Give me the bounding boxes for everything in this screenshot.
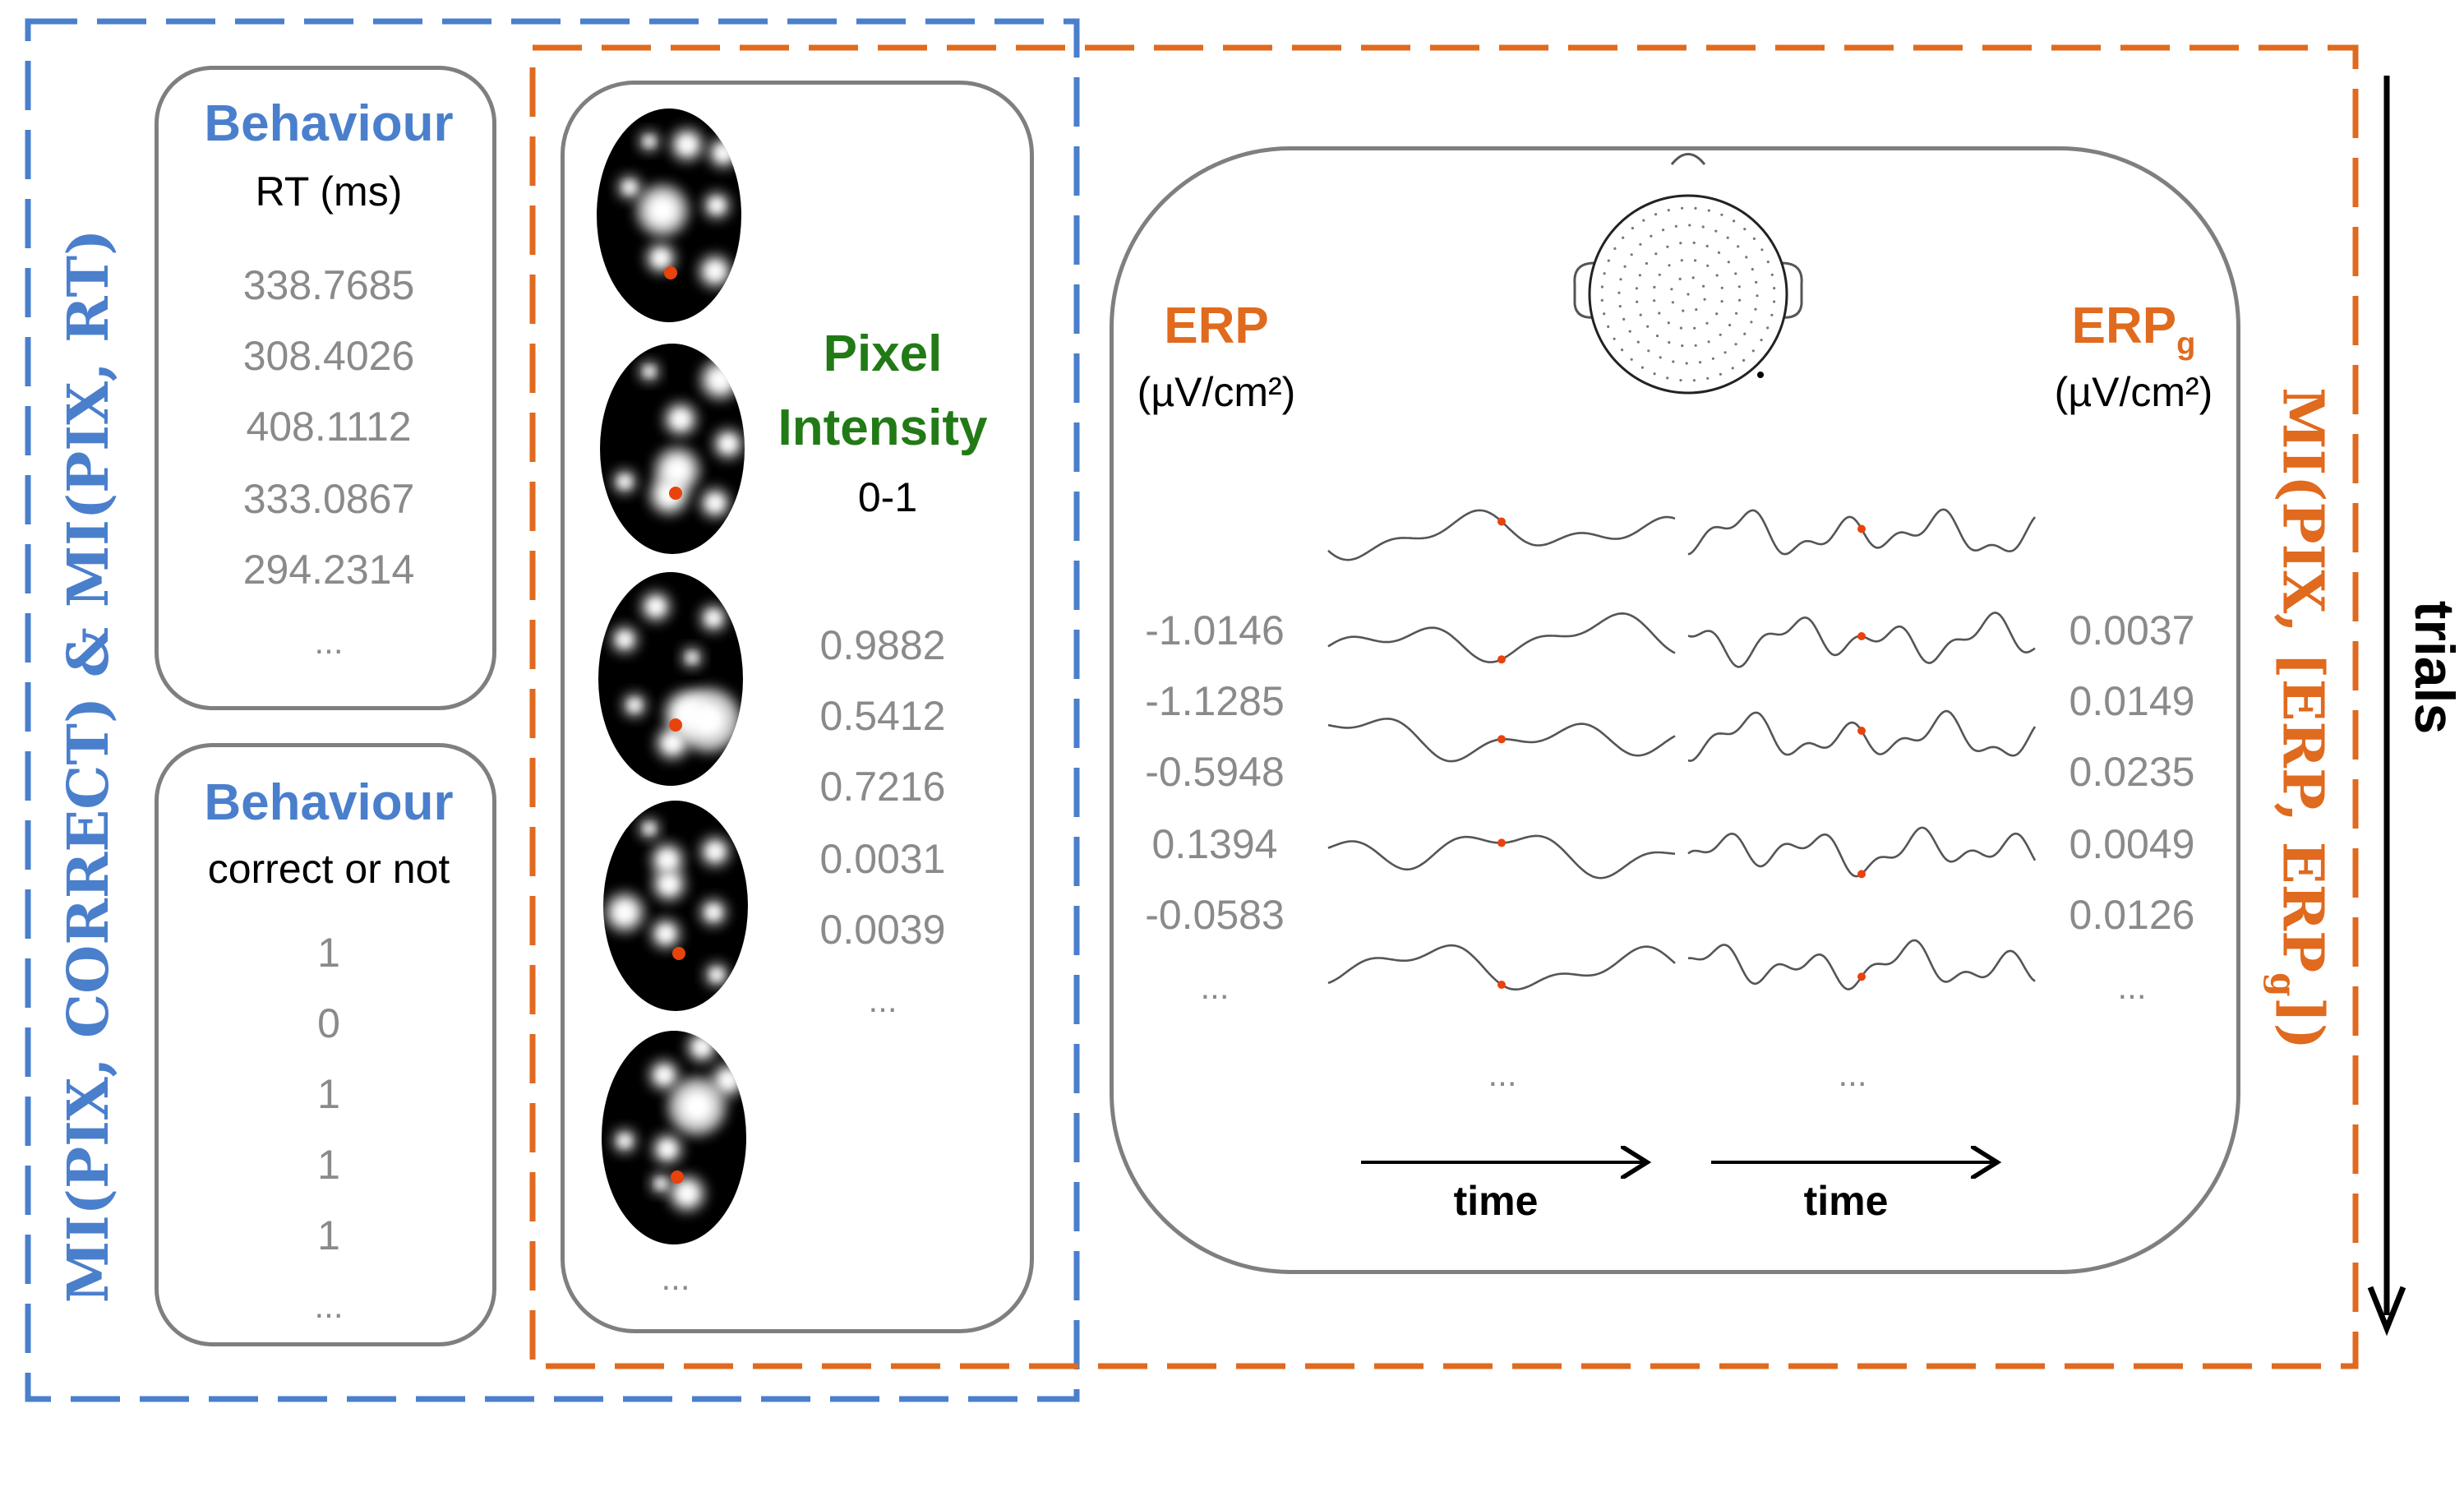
erp-value: -0.0583 xyxy=(1145,892,1285,938)
erp-waveform xyxy=(1687,709,2037,763)
erp-waveform xyxy=(1327,612,1676,664)
right-mi-label: MI(PIX, [ERP, ERPg]) xyxy=(2263,387,2336,1050)
erp-waveform xyxy=(1687,612,2036,668)
orange-dashed-frame xyxy=(529,44,2359,1369)
pixel-panel-title-line2: Intensity xyxy=(777,399,988,456)
correct-value: 1 xyxy=(317,1142,340,1188)
erp-title: ERP xyxy=(1164,298,1269,354)
stimulus-oval xyxy=(602,1031,746,1244)
fixation-dot xyxy=(669,718,682,732)
erpg-unit: (µV/cm²) xyxy=(2054,369,2213,415)
waveform-marker xyxy=(1497,655,1506,664)
pixel-panel-title-line1: Pixel xyxy=(823,326,943,382)
pixel-panel xyxy=(561,81,1034,1333)
erp-waveform xyxy=(1687,508,2037,556)
erpg-values-ellipsis: ... xyxy=(2117,967,2147,1006)
erpg-title-subscript: g xyxy=(2176,326,2196,362)
erp-waveform xyxy=(1327,834,1676,880)
fixation-dot xyxy=(672,947,685,960)
waveform-marker xyxy=(1497,981,1506,989)
blue-dashed-frame xyxy=(25,18,1080,1402)
fixation-dot xyxy=(664,266,677,279)
rt-panel-subtitle: RT (ms) xyxy=(255,169,403,215)
right-mi-label-subscript: g xyxy=(2263,972,2304,997)
waveform-ellipsis-right: ... xyxy=(1838,1055,1867,1093)
waveform-ellipsis-left: ... xyxy=(1488,1055,1517,1093)
stimulus-ellipsis: ... xyxy=(661,1258,690,1297)
erpg-title: ERPg xyxy=(2071,298,2196,362)
erp-waveform xyxy=(1687,939,2036,990)
trials-label: trials xyxy=(2403,600,2464,735)
erpg-value: 0.0049 xyxy=(2069,821,2195,867)
pixel-value: 0.9882 xyxy=(819,622,946,668)
left-mi-label: MI(PIX, CORRECT) & MI(PIX, RT) xyxy=(56,229,122,1304)
correct-panel-title: Behaviour xyxy=(204,774,454,831)
rt-panel-title: Behaviour xyxy=(204,95,454,152)
stimulus-oval xyxy=(597,109,741,322)
rt-value: 294.2314 xyxy=(242,547,415,593)
erpg-value: 0.0235 xyxy=(2069,749,2195,795)
erpg-value: 0.0126 xyxy=(2069,892,2195,938)
eeg-panel xyxy=(1110,146,2240,1274)
erp-value: -1.1285 xyxy=(1145,678,1285,724)
rt-ellipsis: ... xyxy=(314,622,344,661)
erp-values-ellipsis: ... xyxy=(1200,967,1230,1006)
erp-value: -1.0146 xyxy=(1145,607,1285,653)
erpg-value: 0.0037 xyxy=(2069,607,2195,653)
scalp-head-icon xyxy=(1573,153,1803,395)
time-label-left: time xyxy=(1453,1178,1539,1224)
time-label-right: time xyxy=(1803,1178,1889,1224)
waveform-marker xyxy=(1857,727,1866,735)
pixel-values-ellipsis: ... xyxy=(868,981,897,1019)
pixel-value: 0.0031 xyxy=(819,836,946,882)
correct-value: 1 xyxy=(317,1071,340,1117)
correct-panel xyxy=(155,743,496,1346)
pixel-value: 0.0039 xyxy=(819,907,946,953)
erp-value: 0.1394 xyxy=(1151,821,1278,867)
waveform-marker xyxy=(1857,972,1866,981)
correct-value: 0 xyxy=(317,1000,340,1046)
trials-arrow-head xyxy=(2367,1286,2406,1337)
selected-electrode xyxy=(1757,372,1764,378)
erp-waveform xyxy=(1327,718,1676,763)
stimulus-images xyxy=(597,109,748,1244)
correct-value: 1 xyxy=(317,1212,340,1258)
waveform-marker xyxy=(1857,524,1866,533)
waveform-marker xyxy=(1857,870,1866,879)
waveform-marker xyxy=(1857,632,1866,640)
stimulus-oval xyxy=(603,801,748,1011)
stimulus-oval xyxy=(598,572,743,786)
waveform-marker xyxy=(1497,735,1506,744)
pixel-value: 0.7216 xyxy=(819,764,946,810)
rt-value: 338.7685 xyxy=(242,262,415,308)
erp-waveform xyxy=(1327,944,1676,990)
rt-panel xyxy=(155,66,496,710)
correct-value: 1 xyxy=(317,930,340,976)
pixel-panel-subtitle: 0-1 xyxy=(857,474,918,520)
erp-waveform xyxy=(1687,826,2037,879)
pixel-value: 0.5412 xyxy=(819,693,946,739)
rt-value: 408.1112 xyxy=(246,404,412,450)
fixation-dot xyxy=(671,1170,684,1184)
erp-waveform xyxy=(1327,509,1676,561)
erp-waveforms xyxy=(1327,508,2037,990)
rt-value: 308.4026 xyxy=(242,333,415,379)
erp-unit: (µV/cm²) xyxy=(1137,369,1296,415)
correct-panel-subtitle: correct or not xyxy=(207,846,450,892)
erpg-value: 0.0149 xyxy=(2069,678,2195,724)
rt-value: 333.0867 xyxy=(242,476,415,522)
correct-ellipsis: ... xyxy=(314,1286,344,1325)
fixation-dot xyxy=(669,487,682,500)
stimulus-oval xyxy=(600,344,745,554)
waveform-marker xyxy=(1497,517,1506,526)
erp-value: -0.5948 xyxy=(1145,749,1285,795)
waveform-marker xyxy=(1497,838,1506,847)
